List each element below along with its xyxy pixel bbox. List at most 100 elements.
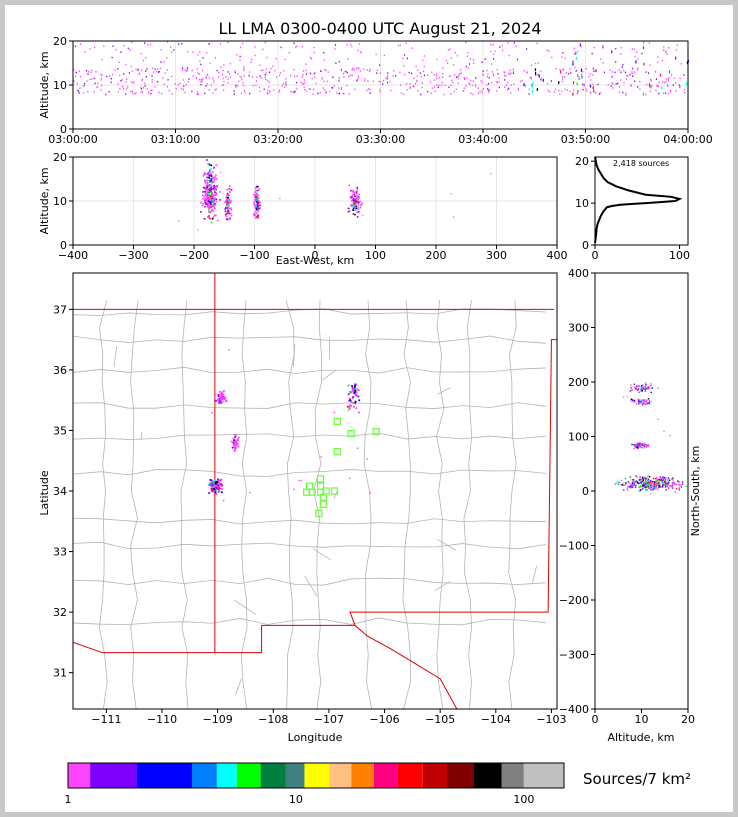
source-point xyxy=(675,488,678,490)
county-line xyxy=(130,300,139,709)
source-point xyxy=(678,484,680,486)
source-point xyxy=(255,199,258,201)
y-tick-label: 0 xyxy=(582,239,589,252)
source-point xyxy=(114,69,116,72)
source-point xyxy=(507,81,509,84)
source-point xyxy=(126,78,128,80)
source-point xyxy=(589,73,591,75)
source-point xyxy=(201,194,204,197)
source-point xyxy=(204,199,206,202)
county-line xyxy=(531,565,538,584)
source-point xyxy=(666,53,668,55)
source-point xyxy=(530,76,532,80)
source-point xyxy=(482,87,485,90)
source-point xyxy=(344,70,346,73)
source-point xyxy=(266,91,268,94)
source-point xyxy=(213,189,215,191)
source-point xyxy=(204,180,206,183)
x-tick-label: 03:20:00 xyxy=(253,133,302,146)
source-point xyxy=(636,385,638,387)
source-point xyxy=(254,191,256,194)
state-boundaries xyxy=(73,273,557,709)
source-point xyxy=(167,79,169,81)
source-point xyxy=(403,54,406,56)
source-point xyxy=(255,217,257,219)
source-point xyxy=(204,194,206,197)
source-point xyxy=(674,483,677,485)
source-point xyxy=(464,78,466,80)
source-point xyxy=(658,485,661,488)
source-point xyxy=(208,174,211,177)
source-point xyxy=(638,385,640,387)
plan-view-panel: −111 −110 −109 −108 −107 −106 −105 −104 −1033132… xyxy=(38,272,567,744)
colorbar-cell xyxy=(68,763,91,788)
source-point xyxy=(650,385,652,387)
source-point xyxy=(211,490,214,493)
source-point xyxy=(663,484,666,486)
source-point xyxy=(279,197,281,200)
source-point xyxy=(675,483,678,486)
source-point xyxy=(366,458,368,460)
source-point xyxy=(672,84,674,86)
source-point xyxy=(222,77,224,80)
source-point xyxy=(653,483,655,486)
source-point xyxy=(214,89,216,91)
source-point xyxy=(111,73,114,76)
source-point xyxy=(248,75,250,77)
source-point xyxy=(163,61,165,63)
county-line xyxy=(99,300,108,709)
source-point xyxy=(419,72,421,74)
colorbar-cell xyxy=(523,763,564,788)
source-point xyxy=(210,205,212,208)
source-point xyxy=(91,78,93,80)
source-point xyxy=(547,82,549,85)
source-point xyxy=(466,55,468,57)
source-point xyxy=(230,188,233,191)
source-point xyxy=(617,483,620,485)
source-point xyxy=(576,82,578,86)
source-point xyxy=(409,83,411,85)
source-point xyxy=(87,71,90,73)
source-point xyxy=(632,399,634,402)
source-point xyxy=(634,80,636,82)
source-point xyxy=(652,487,654,489)
source-point xyxy=(82,92,84,94)
colorbar-cell xyxy=(422,763,447,788)
source-point xyxy=(460,72,462,74)
source-points xyxy=(208,349,371,502)
source-point xyxy=(357,206,359,209)
source-point xyxy=(536,42,538,45)
source-point xyxy=(293,488,295,491)
source-point xyxy=(355,192,358,194)
source-point xyxy=(360,203,363,206)
source-point xyxy=(631,48,633,50)
source-point xyxy=(658,486,660,489)
source-points xyxy=(177,159,492,231)
source-point xyxy=(350,391,352,394)
source-point xyxy=(325,91,328,94)
source-point xyxy=(230,440,233,443)
source-point xyxy=(226,212,228,215)
source-point xyxy=(686,61,689,65)
source-point xyxy=(646,445,648,447)
source-point xyxy=(351,387,354,389)
source-point xyxy=(209,196,211,199)
source-point xyxy=(404,73,406,76)
source-point xyxy=(228,203,230,205)
source-point xyxy=(101,74,103,76)
source-point xyxy=(523,83,525,87)
source-point xyxy=(132,82,134,84)
source-point xyxy=(154,68,156,71)
source-point xyxy=(209,185,212,187)
source-point xyxy=(495,81,498,83)
source-point xyxy=(679,86,681,89)
source-point xyxy=(200,81,202,83)
source-point xyxy=(582,83,584,86)
source-point xyxy=(93,46,96,49)
source-point xyxy=(304,88,306,91)
source-point xyxy=(205,180,207,183)
x-tick-label: 0 xyxy=(312,249,319,262)
source-point xyxy=(589,84,592,88)
y-tick-label: 10 xyxy=(53,79,67,92)
x-tick-label: −108 xyxy=(258,713,288,726)
